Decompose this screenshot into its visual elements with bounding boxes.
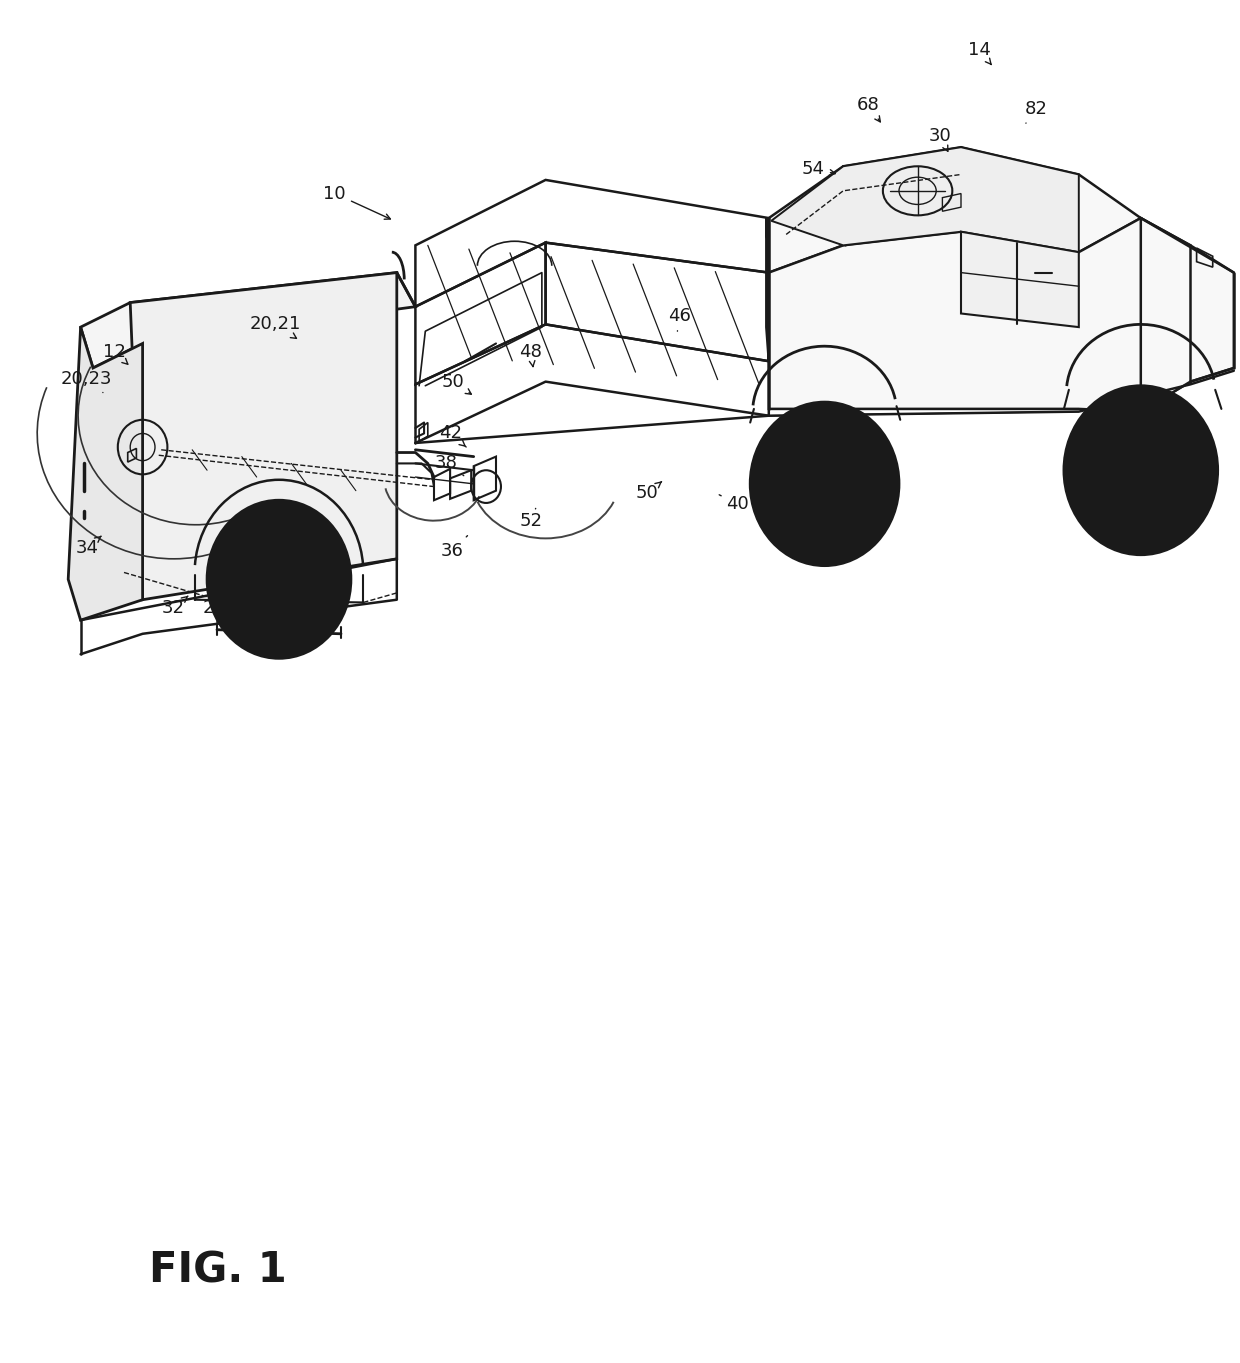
Text: 32: 32 <box>162 596 188 617</box>
Polygon shape <box>81 273 415 368</box>
Text: 68: 68 <box>857 95 880 121</box>
Polygon shape <box>769 218 1190 412</box>
Ellipse shape <box>808 466 841 502</box>
Text: 34: 34 <box>76 536 102 557</box>
Ellipse shape <box>1064 386 1218 555</box>
Ellipse shape <box>1123 451 1158 489</box>
Polygon shape <box>130 273 397 600</box>
Text: 50: 50 <box>636 481 662 503</box>
Text: 20,23: 20,23 <box>202 596 254 617</box>
Text: 20,23: 20,23 <box>61 369 113 393</box>
Text: 40: 40 <box>719 495 749 514</box>
Polygon shape <box>1141 218 1234 412</box>
Text: 50: 50 <box>441 372 471 394</box>
Text: 48: 48 <box>520 342 542 367</box>
Text: 20,21: 20,21 <box>249 315 301 338</box>
Polygon shape <box>961 232 1079 327</box>
Polygon shape <box>771 147 1079 252</box>
Text: 12: 12 <box>103 342 128 364</box>
Text: 14: 14 <box>968 41 991 64</box>
Text: 42: 42 <box>439 424 466 447</box>
Text: FIG. 1: FIG. 1 <box>149 1250 286 1291</box>
Ellipse shape <box>750 402 899 566</box>
Text: 38: 38 <box>435 454 464 476</box>
Text: 36: 36 <box>441 536 467 560</box>
Text: 30: 30 <box>929 127 951 151</box>
Polygon shape <box>68 327 143 620</box>
Text: 54: 54 <box>802 159 836 179</box>
Ellipse shape <box>264 563 294 596</box>
Polygon shape <box>769 147 1141 273</box>
Text: 46: 46 <box>668 307 691 331</box>
Text: 52: 52 <box>520 508 542 530</box>
Text: 10: 10 <box>324 184 391 219</box>
Ellipse shape <box>207 500 351 658</box>
Text: 64: 64 <box>1154 457 1177 476</box>
Text: 82: 82 <box>1025 99 1048 123</box>
